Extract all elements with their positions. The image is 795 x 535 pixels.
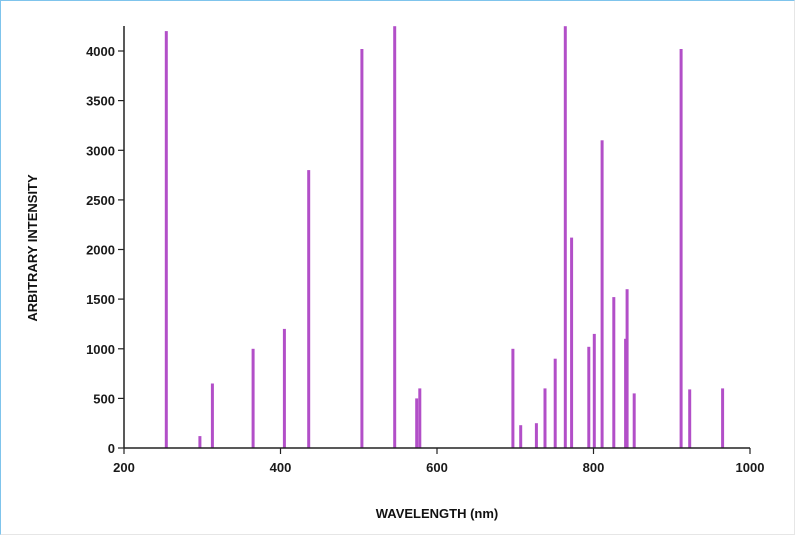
bar-751nm xyxy=(553,358,557,448)
bar-811nm xyxy=(600,140,604,449)
bar-738nm xyxy=(543,388,547,448)
y-tick-label: 1000 xyxy=(86,342,115,357)
bar-843nm xyxy=(625,289,629,448)
bar-826nm xyxy=(612,297,616,448)
bar-794nm xyxy=(587,346,591,448)
y-ticks-group: 0 500 1000 1500 2000 2500 3000 3500 4000 xyxy=(86,44,124,456)
y-tick-label: 2500 xyxy=(86,193,115,208)
bar-912nm xyxy=(679,49,683,448)
bar-852nm xyxy=(632,393,636,448)
x-tick-label: 1000 xyxy=(736,460,765,475)
x-ticks-group: 200 400 600 800 1000 xyxy=(113,448,764,475)
bar-707nm xyxy=(519,425,523,448)
axes-group xyxy=(123,26,750,449)
bar-923nm xyxy=(688,389,692,448)
y-axis-title: ARBITRARY INTENSITY xyxy=(25,174,40,322)
bar-313nm xyxy=(210,383,214,448)
x-axis-title: WAVELENGTH (nm) xyxy=(376,506,499,521)
y-tick-label: 0 xyxy=(108,441,115,456)
y-tick-label: 3000 xyxy=(86,143,115,158)
x-tick-label: 200 xyxy=(113,460,135,475)
bar-436nm xyxy=(307,170,311,448)
y-tick-label: 1500 xyxy=(86,292,115,307)
bar-965nm xyxy=(721,388,725,448)
bar-504nm xyxy=(360,49,364,448)
y-tick-label: 4000 xyxy=(86,44,115,59)
y-tick-label: 3500 xyxy=(86,94,115,109)
x-tick-label: 400 xyxy=(270,460,292,475)
bar-727nm xyxy=(534,423,538,448)
bar-405nm xyxy=(282,328,286,448)
bar-574nm xyxy=(415,398,419,448)
x-tick-label: 800 xyxy=(583,460,605,475)
y-tick-label: 500 xyxy=(93,391,115,406)
bar-297nm xyxy=(198,436,202,448)
bar-697nm xyxy=(511,348,515,449)
bar-578nm xyxy=(418,388,422,448)
y-tick-label: 2000 xyxy=(86,243,115,258)
bar-801nm xyxy=(592,333,596,448)
bars-group xyxy=(164,26,725,449)
bar-365nm xyxy=(251,348,255,449)
x-tick-label: 600 xyxy=(426,460,448,475)
bar-254nm xyxy=(164,31,168,448)
bar-546nm xyxy=(393,26,397,448)
bar-772nm xyxy=(570,237,574,448)
bar-764nm xyxy=(563,26,567,448)
